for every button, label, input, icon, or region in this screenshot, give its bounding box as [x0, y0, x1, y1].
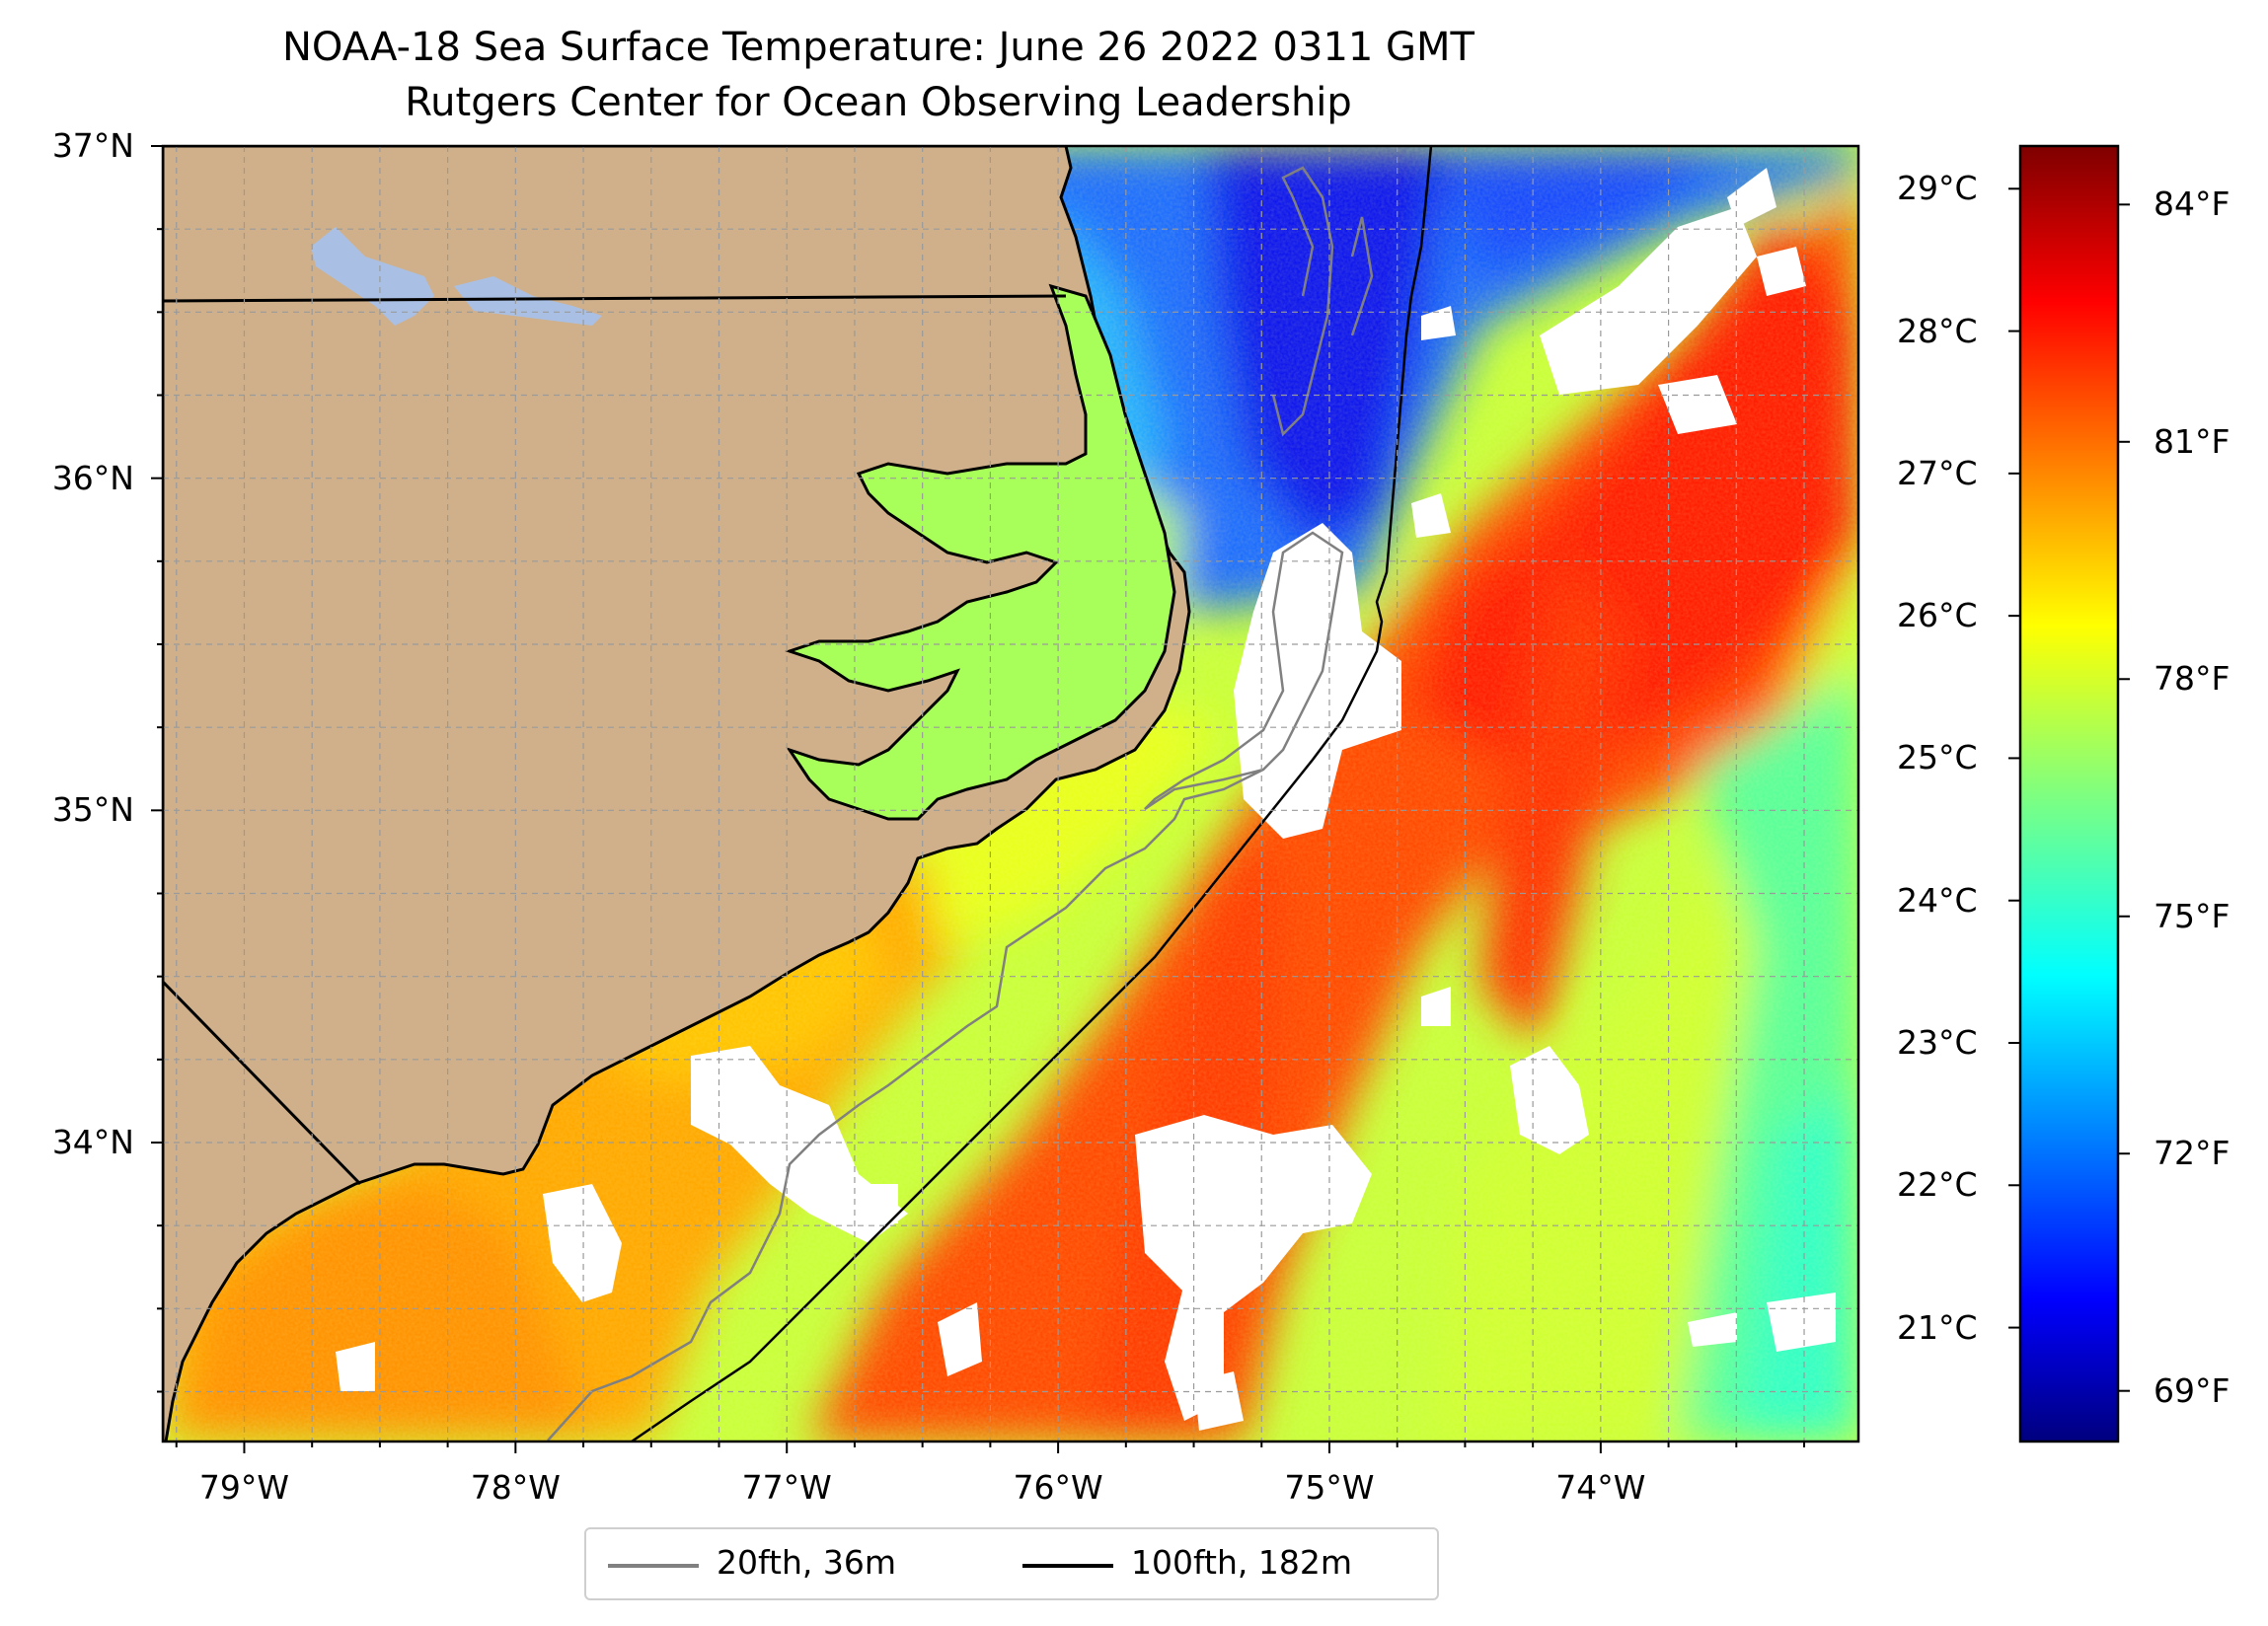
albemarle-pamlico-sound: [785, 283, 1176, 821]
latitude-tick-label: 37°N: [51, 126, 134, 165]
map-frame: [161, 144, 1860, 1443]
colorbar: [2018, 144, 2120, 1443]
map-title: NOAA-18 Sea Surface Temperature: June 26…: [281, 25, 1474, 70]
latitude-tick-label: 36°N: [51, 458, 134, 497]
celsius-tick-label: 27°C: [1897, 453, 1978, 492]
fahrenheit-tick-label: 81°F: [2154, 421, 2230, 461]
fahrenheit-tick-label: 84°F: [2154, 185, 2230, 224]
legend-label-100fth: 100fth, 182m: [1131, 1543, 1352, 1582]
fahrenheit-tick-label: 78°F: [2154, 659, 2230, 699]
isobath-legend: 20fth, 36m 100fth, 182m: [584, 1527, 1439, 1600]
longitude-tick-label: 74°W: [1555, 1468, 1646, 1507]
celsius-tick-label: 25°C: [1897, 738, 1978, 777]
fahrenheit-tick-label: 72°F: [2154, 1134, 2230, 1173]
map-plot-area: [163, 146, 1858, 1441]
longitude-tick-label: 78°W: [470, 1468, 561, 1507]
legend-line-100fth: [1022, 1564, 1113, 1568]
longitude-tick-label: 77°W: [741, 1468, 832, 1507]
latitude-tick-label: 35°N: [51, 790, 134, 830]
legend-line-20fth: [608, 1564, 699, 1568]
map-subtitle: Rutgers Center for Ocean Observing Leade…: [405, 80, 1352, 125]
cloud-mask-areas: [336, 168, 1836, 1431]
celsius-tick-label: 22°C: [1897, 1165, 1978, 1205]
fahrenheit-tick-label: 69°F: [2154, 1370, 2230, 1410]
celsius-tick-label: 28°C: [1897, 311, 1978, 350]
celsius-tick-label: 21°C: [1897, 1307, 1978, 1347]
colorbar-ticks: [2008, 187, 2130, 1392]
celsius-tick-label: 26°C: [1897, 596, 1978, 635]
map-gridlines: [163, 146, 1858, 1441]
isobath-20fth: [547, 166, 1374, 1441]
legend-label-20fth: 20fth, 36m: [717, 1543, 896, 1582]
longitude-tick-label: 79°W: [198, 1468, 290, 1507]
celsius-tick-label: 29°C: [1897, 169, 1978, 208]
longitude-tick-label: 76°W: [1013, 1468, 1103, 1507]
latitude-tick-label: 34°N: [51, 1123, 134, 1161]
longitude-tick-label: 75°W: [1284, 1468, 1375, 1507]
state-borders: [163, 294, 1067, 1186]
isobath-100fth: [631, 146, 1433, 1441]
map-axis-ticks: [151, 145, 1806, 1453]
celsius-tick-label: 24°C: [1897, 880, 1978, 920]
fahrenheit-tick-label: 75°F: [2154, 896, 2230, 935]
celsius-tick-label: 23°C: [1897, 1023, 1978, 1062]
